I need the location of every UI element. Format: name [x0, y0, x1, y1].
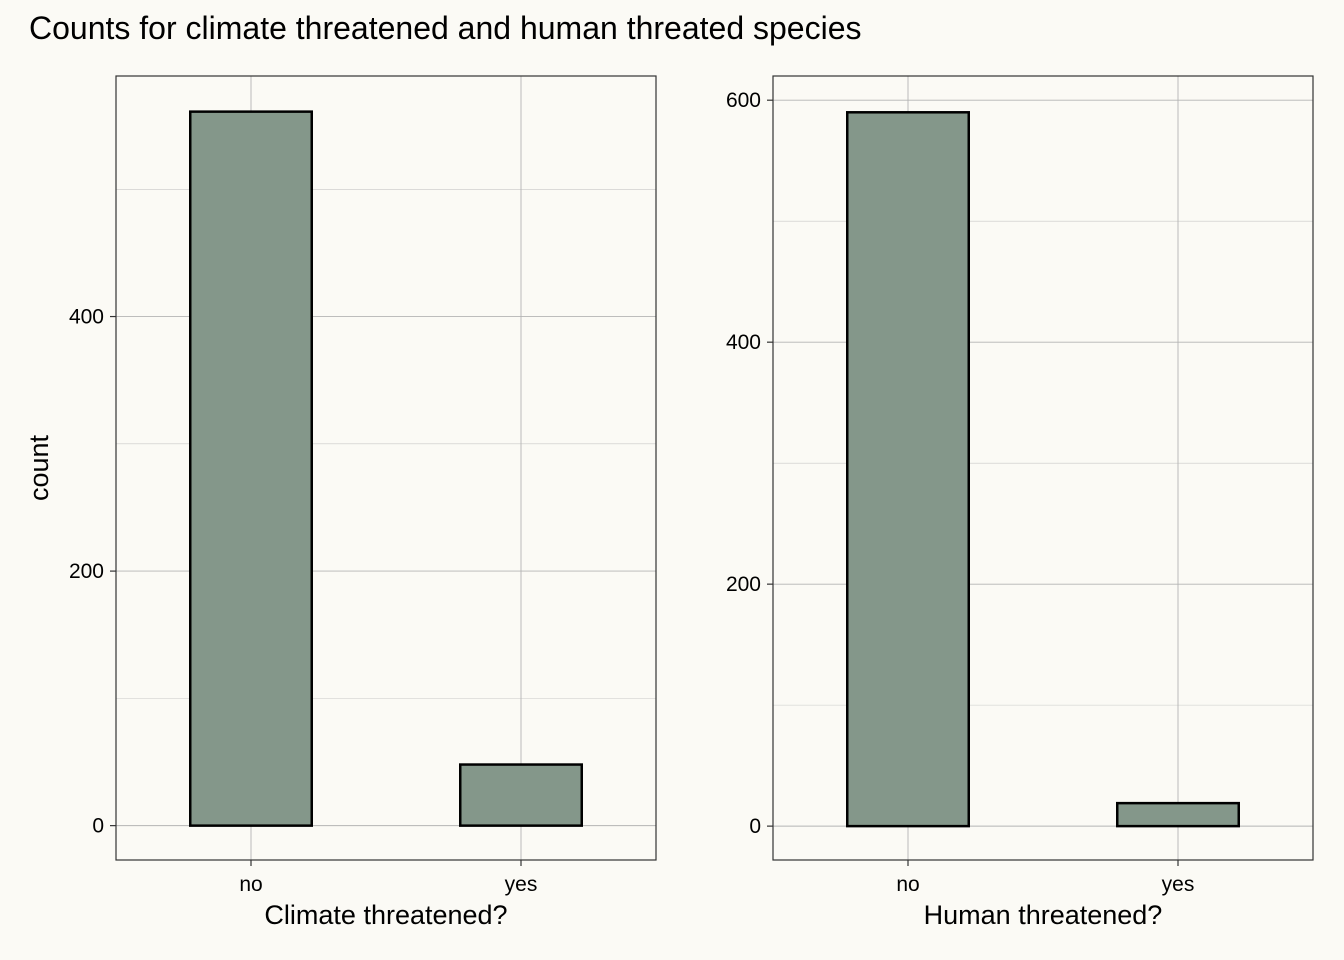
- bar-no: [189, 110, 313, 827]
- bar-no: [846, 111, 970, 828]
- x-tick-label-yes: yes: [505, 873, 538, 896]
- chart-panel-climate: 0 200 400 no yes Climate threatened? count: [24, 75, 657, 930]
- bar-yes: [459, 763, 583, 827]
- x-axis-label: Human threatened?: [924, 900, 1163, 930]
- y-tick-label: 0: [749, 815, 761, 838]
- y-tick-label: 400: [726, 331, 761, 354]
- y-tick-label: 0: [92, 815, 104, 838]
- y-tick-label: 200: [69, 560, 104, 583]
- chart-panel-human: 0 200 400 600 no yes Human threatened?: [726, 75, 1314, 930]
- y-tick-label: 600: [726, 89, 761, 112]
- x-axis-label: Climate threatened?: [264, 900, 507, 930]
- x-tick-label-no: no: [896, 873, 919, 896]
- y-axis-label: count: [24, 434, 54, 501]
- x-tick-label-yes: yes: [1162, 873, 1195, 896]
- y-tick-label: 400: [69, 306, 104, 329]
- panel-border: [115, 75, 657, 861]
- y-tick-label: 200: [726, 573, 761, 596]
- panel-border: [772, 75, 1314, 861]
- x-tick-label-no: no: [239, 873, 262, 896]
- bar-yes: [1116, 801, 1240, 828]
- figure-title: Counts for climate threatened and human …: [29, 10, 862, 46]
